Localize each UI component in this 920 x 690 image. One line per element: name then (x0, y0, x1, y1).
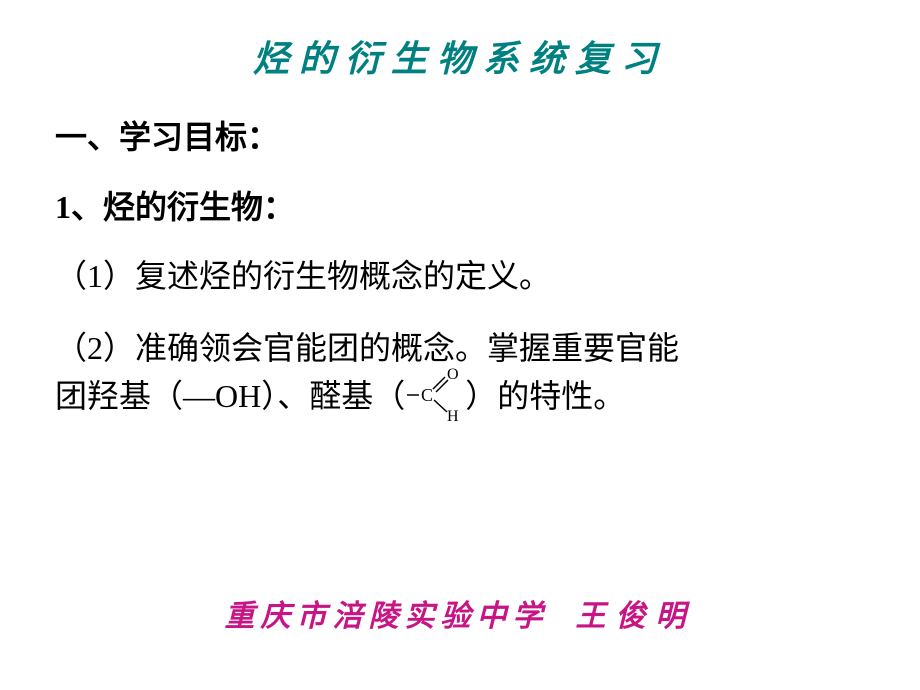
aldehyde-formula: C O H (405, 375, 465, 425)
formula-double-bond-1 (433, 377, 445, 389)
formula-h: H (447, 408, 459, 422)
item-1-heading: 1、烃的衍生物： (55, 182, 865, 228)
sub-item-2-part2: 团羟基（—OH）、醛基（ (55, 378, 405, 414)
sub-item-2-part3: ）的特性。 (465, 378, 625, 414)
sub-item-1: （1）复述烃的衍生物概念的定义。 (55, 252, 865, 300)
footer-author: 王俊明 (576, 600, 696, 633)
sub-item-2-line1: （2）准确领会官能团的概念。掌握重要官能 (55, 330, 679, 366)
content-area: 一、学习目标： 1、烃的衍生物： （1）复述烃的衍生物概念的定义。 （2）准确领… (0, 82, 920, 425)
formula-o: O (447, 367, 459, 383)
formula-c: C (421, 385, 433, 405)
section-heading: 一、学习目标： (55, 112, 865, 158)
formula-bond-h (434, 400, 447, 412)
footer: 重庆市涪陵实验中学 王俊明 (0, 591, 920, 635)
footer-school: 重庆市涪陵实验中学 (225, 600, 549, 633)
sub-item-2: （2）准确领会官能团的概念。掌握重要官能 团羟基（—OH）、醛基（ C O H … (55, 324, 865, 425)
page-title: 烃的衍生物系统复习 (0, 0, 920, 82)
